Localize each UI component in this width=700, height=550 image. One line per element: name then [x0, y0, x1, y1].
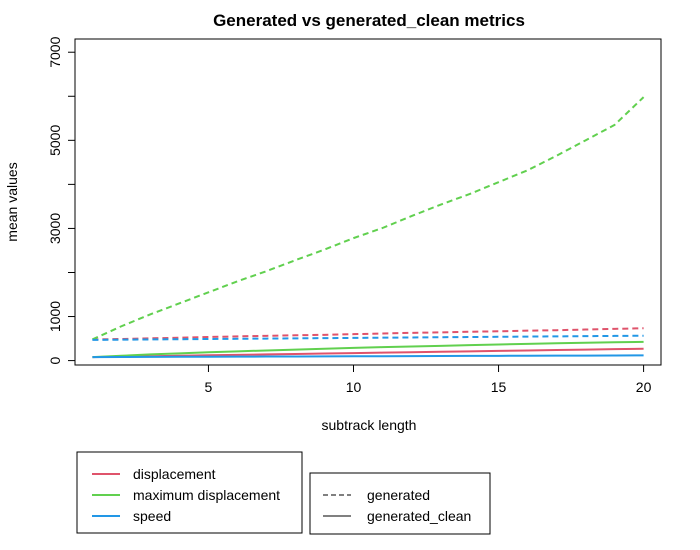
y-tick-label: 3000: [47, 213, 63, 244]
series-line-displacement-generated_clean: [92, 347, 644, 359]
x-tick-label: 5: [205, 379, 213, 395]
y-axis-label: mean values: [4, 162, 20, 241]
legend-styles-box: [309, 472, 491, 535]
series-layer: [91, 96, 645, 359]
legend-style-label: generated_clean: [367, 508, 471, 524]
series-line-maximum-displacement-generated_clean: [92, 340, 644, 359]
y-tick-label: 5000: [47, 125, 63, 156]
series-line-maximum-displacement-generated: [91, 96, 645, 341]
x-tick-label: 15: [491, 379, 507, 395]
legend-colors-box: [76, 451, 303, 534]
plot-frame: [74, 38, 662, 366]
y-axis: 0 1000 3000 5000 7000: [47, 36, 76, 364]
series-line-speed-generated: [92, 334, 644, 341]
y-tick-label: 1000: [47, 301, 63, 332]
series-line-displacement-generated: [92, 327, 644, 341]
legend-style-label: generated: [367, 487, 430, 503]
legend-label: displacement: [133, 466, 216, 482]
legend-label: maximum displacement: [133, 487, 280, 503]
x-tick-label: 20: [636, 379, 652, 395]
series-line-speed-generated_clean: [92, 354, 644, 359]
x-axis-label: subtrack length: [322, 417, 417, 433]
x-tick-label: 10: [346, 379, 362, 395]
legend-styles: generated generated_clean: [309, 472, 491, 535]
legend-colors: displacement maximum displacement speed: [76, 451, 303, 534]
legend-label: speed: [133, 508, 171, 524]
chart-title: Generated vs generated_clean metrics: [213, 11, 525, 30]
y-tick-label: 7000: [47, 36, 63, 67]
y-tick-label: 0: [47, 356, 63, 364]
x-axis: 5 10 15 20: [205, 364, 652, 395]
